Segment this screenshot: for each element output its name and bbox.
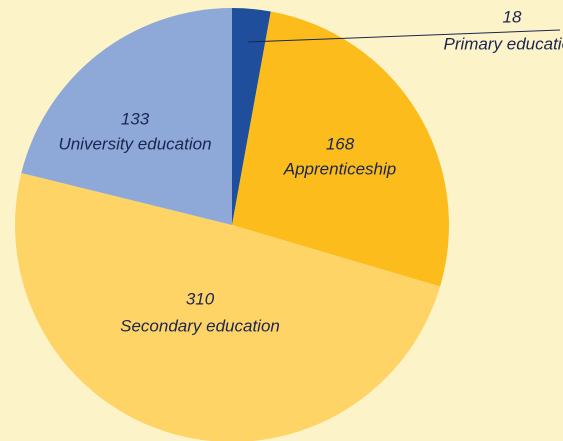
category-label: Apprenticeship [283, 159, 396, 178]
leader-line [247, 29, 561, 43]
category-label: Secondary education [120, 316, 280, 335]
value-label: 310 [186, 289, 215, 308]
pie-slice [232, 8, 271, 225]
value-label: 18 [503, 7, 522, 26]
category-label: Primary education [443, 34, 563, 53]
value-label: 133 [121, 109, 150, 128]
category-label: University education [58, 134, 211, 153]
pie-slice [21, 8, 233, 225]
value-label: 168 [326, 134, 355, 153]
pie-slice [232, 11, 449, 287]
pie-slice [15, 172, 441, 441]
